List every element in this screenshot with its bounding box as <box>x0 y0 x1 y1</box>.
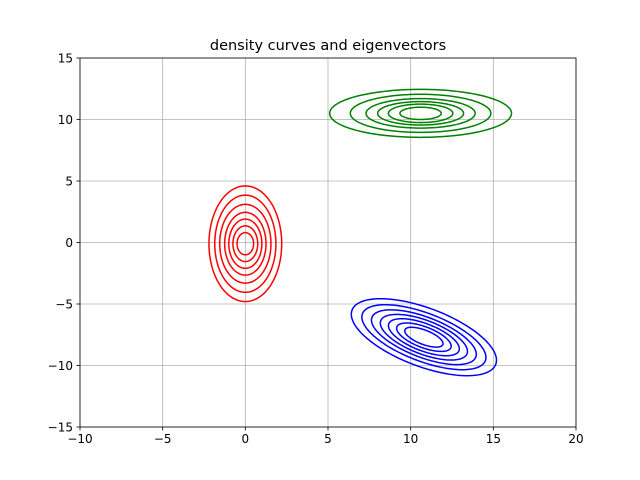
density-contour <box>228 218 263 270</box>
chart-title: density curves and eigenvectors <box>210 38 446 54</box>
density-contour <box>223 211 267 276</box>
density-contour <box>376 100 465 126</box>
density-contour <box>403 326 444 348</box>
density-series-2 <box>328 88 513 139</box>
x-tick-label: −10 <box>67 432 92 446</box>
density-contour <box>213 194 277 294</box>
density-contour <box>350 297 498 377</box>
x-tick-label: −5 <box>154 432 172 446</box>
density-contour <box>395 322 452 353</box>
density-contour <box>328 88 513 139</box>
y-tick-label: 5 <box>65 174 73 188</box>
y-tick-label: −5 <box>55 297 73 311</box>
density-contour <box>379 313 469 361</box>
density-contour <box>218 203 272 284</box>
y-tick-label: −10 <box>48 359 73 373</box>
density-contour <box>387 317 461 357</box>
density-contour <box>387 103 454 124</box>
plot-area <box>208 88 513 377</box>
density-contour <box>232 225 259 263</box>
y-tick-label: 10 <box>58 113 73 127</box>
density-contour <box>370 309 478 366</box>
density-series-3 <box>350 297 498 377</box>
density-contour <box>399 106 442 121</box>
y-tick-label: −15 <box>48 420 73 434</box>
density-contour <box>349 93 492 134</box>
density-contour <box>236 231 255 256</box>
y-tick-label: 0 <box>65 236 73 250</box>
x-tick-label: 10 <box>403 432 418 446</box>
x-tick-label: 5 <box>324 432 332 446</box>
x-tick-label: 15 <box>486 432 501 446</box>
density-contour <box>361 303 487 371</box>
density-contour <box>208 185 283 303</box>
x-tick-label: 20 <box>568 432 583 446</box>
density-contour <box>365 97 476 129</box>
y-tick-label: 15 <box>58 51 73 65</box>
density-series-1 <box>208 185 283 303</box>
x-tick-label: 0 <box>242 432 250 446</box>
